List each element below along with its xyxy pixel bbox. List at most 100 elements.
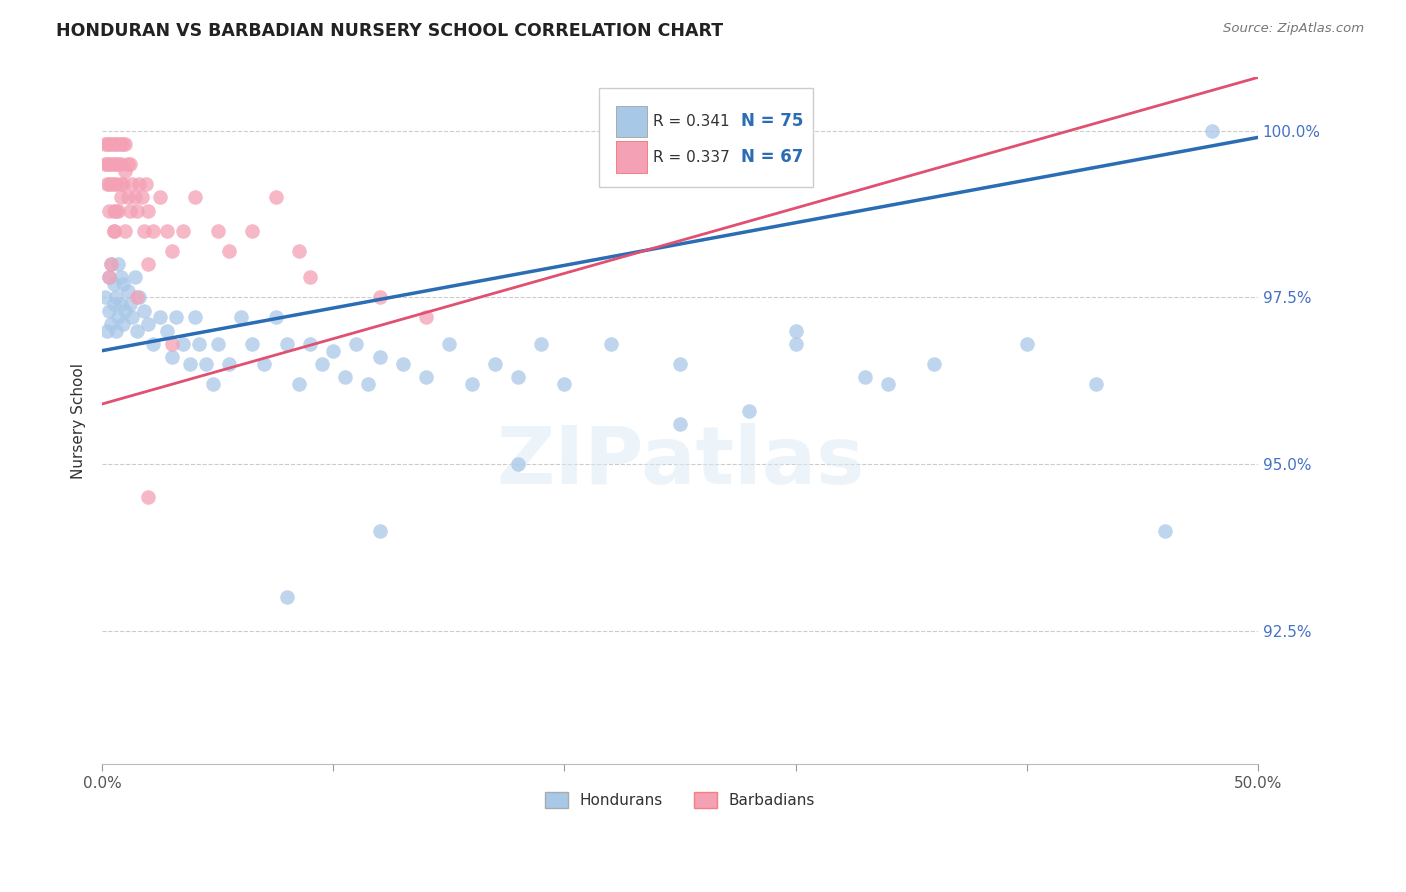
Point <box>98 157 121 171</box>
FancyBboxPatch shape <box>616 105 647 137</box>
Point <box>287 376 309 391</box>
Text: HONDURAN VS BARBADIAN NURSERY SCHOOL CORRELATION CHART: HONDURAN VS BARBADIAN NURSERY SCHOOL COR… <box>56 22 723 40</box>
Point <box>110 177 132 191</box>
Point <box>172 337 194 351</box>
Point <box>368 351 391 365</box>
Point <box>118 157 141 171</box>
Point <box>160 351 183 365</box>
Point <box>105 203 128 218</box>
Point <box>138 203 160 218</box>
Point <box>202 376 225 391</box>
Point <box>264 310 287 325</box>
Point <box>183 190 205 204</box>
Text: R = 0.337: R = 0.337 <box>654 150 730 164</box>
Point <box>105 157 128 171</box>
Point <box>117 157 139 171</box>
Point <box>142 337 165 351</box>
Point <box>107 157 129 171</box>
Point <box>111 317 134 331</box>
Point <box>142 224 165 238</box>
Point <box>98 270 121 285</box>
Point <box>218 244 240 258</box>
Point <box>96 324 118 338</box>
Point <box>110 270 132 285</box>
Point <box>738 403 761 417</box>
Point <box>131 190 153 204</box>
Point <box>100 177 122 191</box>
Point <box>110 157 132 171</box>
Point <box>117 190 139 204</box>
FancyBboxPatch shape <box>616 141 647 173</box>
Point <box>96 177 118 191</box>
Point <box>508 457 530 471</box>
Point <box>322 343 344 358</box>
Point <box>311 357 333 371</box>
Point <box>128 177 150 191</box>
Point <box>287 244 309 258</box>
Point <box>138 317 160 331</box>
Point <box>276 591 298 605</box>
Point <box>103 137 125 152</box>
Point <box>105 137 128 152</box>
Point <box>135 177 157 191</box>
Text: N = 75: N = 75 <box>741 112 804 130</box>
Point <box>156 224 179 238</box>
Point <box>111 177 134 191</box>
Point <box>98 137 121 152</box>
Point <box>100 257 122 271</box>
Point <box>415 310 437 325</box>
Point <box>922 357 945 371</box>
Point <box>242 337 264 351</box>
Point <box>553 376 575 391</box>
Point <box>368 524 391 538</box>
Point <box>207 337 229 351</box>
Point <box>98 270 121 285</box>
Point <box>103 224 125 238</box>
Point <box>103 297 125 311</box>
Point <box>124 270 146 285</box>
Point <box>121 177 143 191</box>
Point <box>785 324 807 338</box>
Point <box>93 137 115 152</box>
Point <box>437 337 460 351</box>
Point <box>107 203 129 218</box>
Point <box>229 310 252 325</box>
Point <box>96 157 118 171</box>
Point <box>669 417 692 431</box>
Point <box>103 277 125 291</box>
Legend: Hondurans, Barbadians: Hondurans, Barbadians <box>538 787 821 814</box>
Point <box>415 370 437 384</box>
Point <box>508 370 530 384</box>
Point <box>111 277 134 291</box>
Point <box>100 157 122 171</box>
Point <box>183 310 205 325</box>
Text: ZIPatlas: ZIPatlas <box>496 423 865 500</box>
Point <box>1154 524 1177 538</box>
Point <box>299 337 322 351</box>
Point <box>124 190 146 204</box>
Point <box>333 370 356 384</box>
Point <box>117 284 139 298</box>
Point <box>785 337 807 351</box>
Point <box>118 297 141 311</box>
Point <box>111 137 134 152</box>
Point <box>461 376 484 391</box>
Point <box>346 337 368 351</box>
Point <box>118 203 141 218</box>
Point <box>1015 337 1038 351</box>
Point <box>98 203 121 218</box>
Point <box>179 357 201 371</box>
Point <box>114 224 136 238</box>
Text: Source: ZipAtlas.com: Source: ZipAtlas.com <box>1223 22 1364 36</box>
Point <box>121 310 143 325</box>
Point <box>103 177 125 191</box>
Point <box>264 190 287 204</box>
Point <box>125 324 148 338</box>
Point <box>105 177 128 191</box>
Point <box>105 324 128 338</box>
Point <box>93 157 115 171</box>
Point <box>299 270 322 285</box>
Point <box>484 357 506 371</box>
Point <box>125 290 148 304</box>
Text: R = 0.341: R = 0.341 <box>654 114 730 128</box>
